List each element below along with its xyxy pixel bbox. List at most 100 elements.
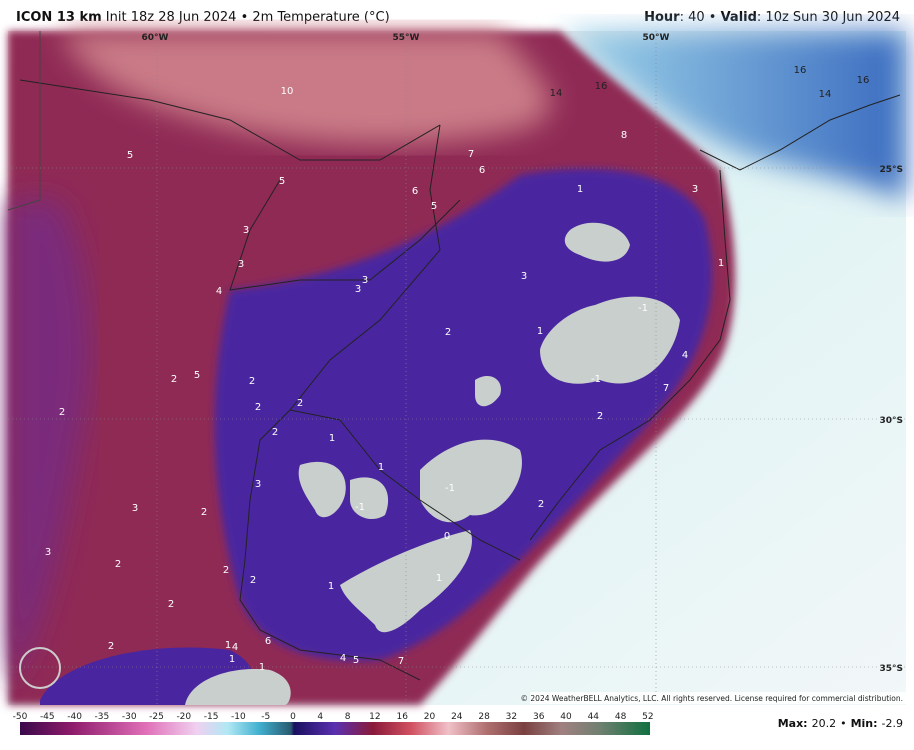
colorbar-tick: 52 xyxy=(642,712,653,722)
init: Init 18z 28 Jun 2024 xyxy=(105,10,237,25)
footer-separator: • xyxy=(840,717,847,730)
colorbar-tick: -20 xyxy=(176,712,191,722)
colorbar-tick: -45 xyxy=(40,712,55,722)
temperature-label: 5 xyxy=(127,150,133,161)
copyright: © 2024 WeatherBELL Analytics, LLC. All r… xyxy=(521,694,903,703)
temperature-label: 2 xyxy=(249,376,255,387)
colorbar-tick: 12 xyxy=(369,712,380,722)
model: ICON 13 km xyxy=(16,10,102,25)
temperature-label: 1 xyxy=(225,640,231,651)
temperature-label: 7 xyxy=(663,383,669,394)
temperature-label: 2 xyxy=(223,565,229,576)
hour-value: : 40 xyxy=(679,10,705,25)
temperature-label: 4 xyxy=(682,350,688,361)
valid-value: : 10z Sun 30 Jun 2024 xyxy=(756,10,900,25)
colorbar-tick: 4 xyxy=(317,712,323,722)
temperature-label: 7 xyxy=(398,656,404,667)
temperature-label: 1 xyxy=(329,433,335,444)
temperature-label: 3 xyxy=(255,479,261,490)
latitude-label: 30°S xyxy=(879,416,903,426)
temperature-label: 4 xyxy=(340,653,346,664)
footer-min-value: -2.9 xyxy=(882,717,903,730)
temperature-label: 5 xyxy=(194,370,200,381)
colorbar-tick: -25 xyxy=(149,712,164,722)
temperature-label: 3 xyxy=(45,547,51,558)
temperature-label: 3 xyxy=(355,284,361,295)
temperature-label: 5 xyxy=(353,655,359,666)
colorbar-tick: 36 xyxy=(533,712,545,722)
temperature-label: 16 xyxy=(595,81,608,92)
temperature-label: 2 xyxy=(538,499,544,510)
temperature-label: 6 xyxy=(479,165,485,176)
temperature-label: 14 xyxy=(550,88,563,99)
colorbar-tick: -10 xyxy=(231,712,246,722)
temperature-label: 2 xyxy=(272,427,278,438)
temperature-label: 2 xyxy=(171,374,177,385)
temperature-label: 1 xyxy=(328,581,334,592)
borders xyxy=(7,31,901,681)
temperature-label: 2 xyxy=(115,559,121,570)
temperature-label: -1 xyxy=(591,374,601,385)
temperature-label: 1 xyxy=(537,326,543,337)
temperature-label: 4 xyxy=(216,286,222,297)
colorbar-tick: 0 xyxy=(290,712,296,722)
logo xyxy=(19,647,61,689)
temperature-label: -1 xyxy=(445,483,455,494)
temperature-label: 1 xyxy=(436,573,442,584)
temperature-label: 2 xyxy=(297,398,303,409)
sep: • xyxy=(240,10,249,25)
temperature-label: 1 xyxy=(229,654,235,665)
temperature-label: 2 xyxy=(250,575,256,586)
latitude-label: 25°S xyxy=(879,165,903,175)
colorbar-tick: -15 xyxy=(204,712,219,722)
temperature-label: 3 xyxy=(243,225,249,236)
colorbar-tick: 24 xyxy=(451,712,463,722)
colorbar-tick: 8 xyxy=(345,712,351,722)
temperature-label: 1 xyxy=(718,258,724,269)
temperature-label: 1 xyxy=(378,462,384,473)
hour-label: Hour xyxy=(644,10,680,25)
colorbar-tick: 44 xyxy=(588,712,600,722)
latitude-label: 35°S xyxy=(879,664,903,674)
temperature-label: 3 xyxy=(238,259,244,270)
temperature-label: 7 xyxy=(468,149,474,160)
temperature-label: 3 xyxy=(362,275,368,286)
footer-min-label: Min: xyxy=(851,717,878,730)
temperature-label: -1 xyxy=(355,502,365,513)
temperature-label: 16 xyxy=(794,65,807,76)
temperature-label: 1 xyxy=(259,662,265,673)
colorbar-tick: -5 xyxy=(261,712,270,722)
footer-max-label: Max: xyxy=(778,717,808,730)
temperature-label: 3 xyxy=(132,503,138,514)
colorbar-tick: -50 xyxy=(13,712,28,722)
colorbar-tick: -30 xyxy=(122,712,137,722)
colorbar-tick: -35 xyxy=(95,712,110,722)
footer-max-value: 20.2 xyxy=(812,717,837,730)
temperature-label: 16 xyxy=(857,75,870,86)
temperature-label: 2 xyxy=(168,599,174,610)
temperature-label: 2 xyxy=(445,327,451,338)
colorbar-tick: 16 xyxy=(396,712,408,722)
cold-patches xyxy=(185,222,680,705)
temperature-label: 2 xyxy=(59,407,65,418)
sep: • xyxy=(708,10,717,25)
temperature-label: 0 xyxy=(444,531,450,542)
footer: Max: 20.2 • Min: -2.9 xyxy=(778,717,903,730)
temperature-label: 2 xyxy=(201,507,207,518)
header-right: Hour: 40 • Valid: 10z Sun 30 Jun 2024 xyxy=(644,10,900,25)
colorbar xyxy=(20,722,650,735)
map-field xyxy=(7,31,906,705)
colorbar-tick: 32 xyxy=(506,712,517,722)
temperature-label: 6 xyxy=(265,636,271,647)
longitude-label: 55°W xyxy=(393,33,420,43)
longitude-label: 50°W xyxy=(643,33,670,43)
valid-label: Valid xyxy=(720,10,757,25)
temperature-label: 2 xyxy=(597,411,603,422)
colorbar-tick: 48 xyxy=(615,712,627,722)
temperature-label: -1 xyxy=(638,303,648,314)
temperature-label: 3 xyxy=(692,184,698,195)
temperature-label: 8 xyxy=(621,130,627,141)
field: 2m Temperature (°C) xyxy=(252,10,390,25)
